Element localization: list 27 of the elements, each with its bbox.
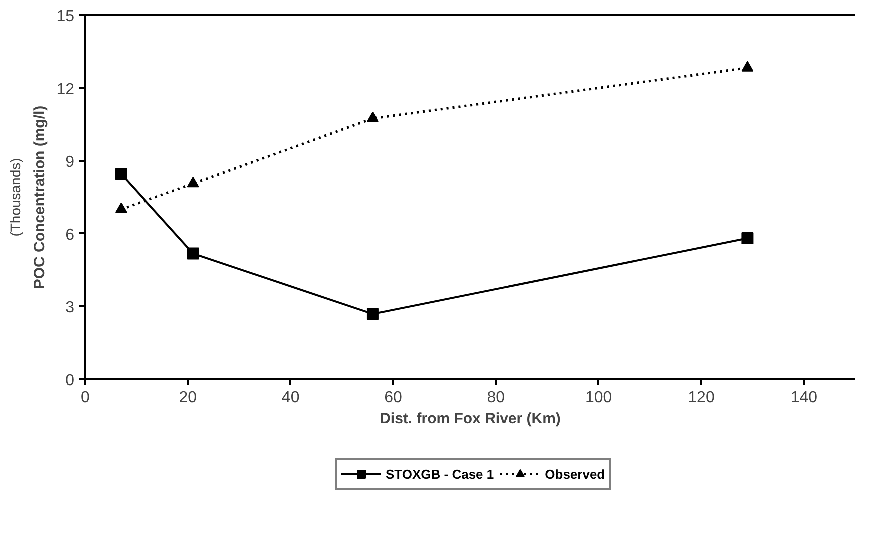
x-tick-label: 120 (688, 390, 715, 406)
legend-label: STOXGB - Case 1 (386, 466, 494, 482)
x-tick-label: 140 (790, 390, 818, 406)
x-tick-label: 20 (179, 390, 198, 406)
point (187, 177, 200, 188)
point (115, 168, 128, 180)
y-tick-label: 0 (66, 372, 75, 390)
point (742, 61, 754, 72)
y-tick-label: 6 (66, 226, 75, 244)
x-tick-label: 80 (487, 390, 506, 406)
point (187, 248, 200, 260)
x-tick-label: 100 (585, 390, 612, 406)
x-tick-label: 0 (81, 390, 90, 406)
point (366, 308, 379, 320)
x-tick-label: 60 (384, 390, 402, 406)
point (742, 232, 754, 245)
x-axis-title: Dist. from Fox River (Km) (380, 410, 561, 428)
legend-label: Observed (545, 466, 606, 482)
point (366, 112, 379, 122)
y-tick-label: 9 (66, 154, 75, 172)
y-tick-label: 15 (56, 8, 75, 26)
y-axis-title: POC Concentration (mg/l) (32, 106, 49, 290)
y-tick-label: 12 (56, 81, 75, 98)
y-tick-label: 3 (66, 300, 75, 317)
x-tick-label: 40 (282, 390, 300, 406)
point (115, 202, 128, 214)
text: (Thousands) (8, 158, 24, 237)
